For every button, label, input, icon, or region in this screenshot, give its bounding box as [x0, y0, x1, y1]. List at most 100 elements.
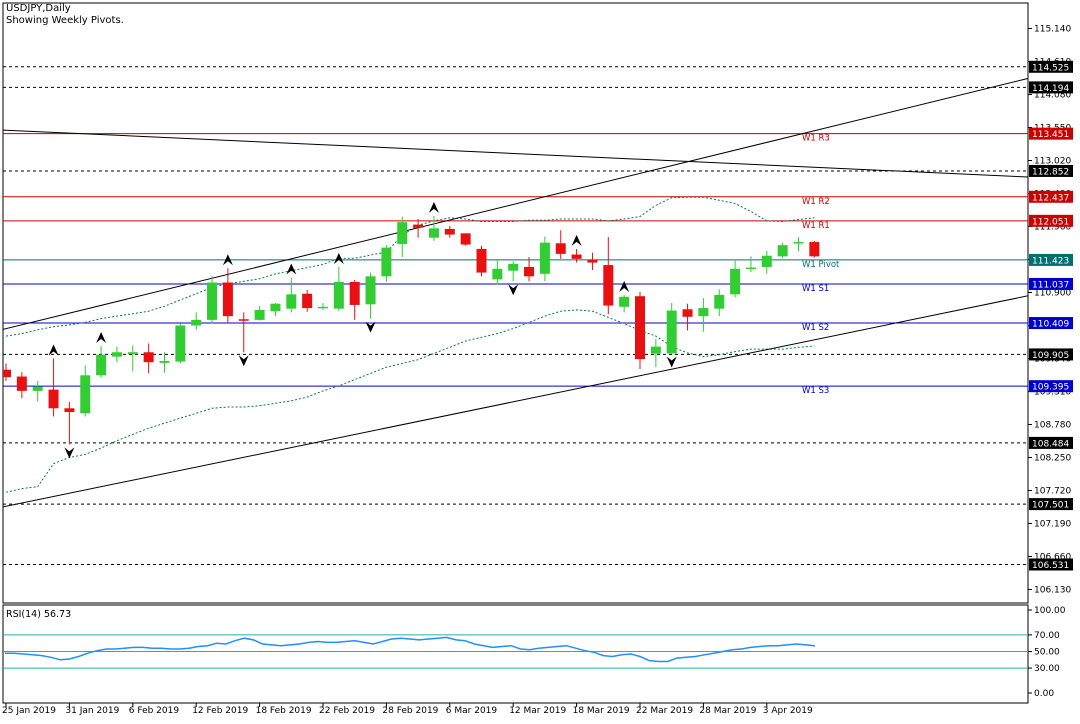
candle-body	[381, 247, 392, 277]
level-price-box	[1029, 317, 1073, 330]
level-price-box	[1029, 498, 1073, 511]
level-price-box	[1029, 253, 1073, 266]
candle-body	[555, 243, 566, 254]
level-price-label: 109.905	[1032, 351, 1069, 361]
candle-body	[143, 352, 154, 363]
level-price-label: 110.409	[1032, 320, 1069, 330]
y-axis-tick-label: 113.020	[1034, 156, 1071, 166]
pivot-level-name: W1 S1	[802, 284, 829, 294]
candle-body	[238, 319, 249, 321]
candle-body	[32, 386, 43, 391]
candle-body	[207, 282, 218, 320]
candle-body	[191, 319, 202, 326]
candle-body	[730, 268, 741, 295]
level-price-box	[1029, 558, 1073, 571]
fractal-up-arrow	[286, 263, 297, 275]
x-axis-tick-label: 6 Feb 2019	[129, 706, 180, 716]
level-price-label: 112.852	[1032, 167, 1069, 177]
trendline	[3, 77, 1028, 330]
rsi-axis-tick-label: 100.00	[1034, 606, 1066, 616]
candle-body	[318, 306, 328, 309]
price-frame	[2, 2, 1029, 604]
level-price-label: 107.501	[1032, 501, 1069, 511]
candle-body	[302, 293, 313, 309]
candle-body	[333, 281, 344, 309]
candle-body	[413, 224, 424, 228]
lower-envelope-line	[5, 309, 815, 493]
candle-body	[476, 248, 487, 273]
rsi-frame	[2, 604, 1029, 704]
candle-body	[428, 228, 439, 238]
level-price-box	[1029, 214, 1073, 227]
candle-body	[682, 309, 693, 317]
pivot-level-name: W1 R1	[802, 221, 830, 231]
candle-body	[619, 296, 630, 307]
x-axis-tick-label: 6 Mar 2019	[446, 706, 498, 716]
candle-body	[111, 352, 122, 357]
chart-subtitle: Showing Weekly Pivots.	[6, 15, 124, 26]
x-axis-tick-label: 28 Mar 2019	[699, 706, 756, 716]
pivot-level-name: W1 S3	[802, 386, 829, 396]
level-price-box	[1029, 60, 1073, 73]
level-price-label: 113.451	[1032, 130, 1069, 140]
y-axis-tick-label: 108.250	[1034, 453, 1071, 463]
fractal-down-arrow	[238, 355, 249, 367]
y-axis-tick-label: 107.720	[1034, 486, 1071, 496]
candle-body	[286, 294, 297, 309]
fractal-up-arrow	[48, 344, 59, 356]
candle-body	[698, 308, 709, 317]
symbol-title: USDJPY,Daily	[6, 3, 71, 14]
candle-body	[460, 233, 471, 245]
candle-body	[3, 369, 11, 378]
fractal-up-arrow	[333, 252, 344, 264]
candle-body	[508, 263, 519, 271]
candle-body	[175, 325, 186, 362]
fractal-down-arrow	[365, 321, 376, 333]
candle-body	[270, 303, 281, 312]
rsi-plot	[3, 634, 1028, 669]
level-price-box	[1029, 436, 1073, 449]
candle-body	[539, 242, 550, 274]
candle-body	[127, 352, 138, 355]
fractal-up-arrow	[428, 201, 439, 213]
y-axis-tick-label: 106.130	[1034, 585, 1071, 595]
fractal-down-arrow	[666, 356, 677, 368]
x-axis-tick-label: 22 Feb 2019	[319, 706, 375, 716]
rsi-axis-tick-label: 50.00	[1034, 648, 1060, 658]
candle-body	[254, 309, 265, 320]
fractal-down-arrow	[508, 284, 519, 296]
candle-body	[524, 266, 535, 277]
candle-body	[96, 354, 107, 376]
x-axis-tick-label: 28 Feb 2019	[382, 706, 438, 716]
x-axis-tick-label: 3 Apr 2019	[763, 706, 813, 716]
price-plot	[3, 66, 1028, 565]
candle-body	[809, 242, 820, 257]
level-price-box	[1029, 277, 1073, 290]
rsi-line	[5, 636, 816, 663]
fractal-up-arrow	[619, 280, 630, 292]
candle-body	[397, 222, 408, 244]
rsi-title: RSI(14) 56.73	[6, 609, 71, 620]
fractal-down-arrow	[64, 447, 75, 459]
fractal-up-arrow	[222, 254, 233, 266]
y-axis-tick-label: 114.080	[1034, 90, 1071, 100]
level-price-label: 109.395	[1032, 383, 1069, 393]
level-price-label: 108.484	[1032, 439, 1069, 449]
level-price-box	[1029, 348, 1073, 361]
candle-body	[222, 282, 233, 317]
trendline	[3, 295, 1028, 508]
level-price-label: 111.037	[1032, 280, 1069, 290]
candle-body	[444, 228, 455, 235]
level-price-box	[1029, 164, 1073, 177]
x-axis-tick-label: 25 Jan 2019	[2, 706, 56, 716]
rsi-axis-tick-label: 30.00	[1034, 664, 1060, 674]
x-axis-tick-label: 31 Jan 2019	[65, 706, 119, 716]
candle-body	[64, 408, 75, 413]
candle-body	[587, 259, 598, 263]
level-price-label: 106.531	[1032, 561, 1069, 571]
pivot-level-name: W1 S2	[802, 323, 829, 333]
fractal-up-arrow	[571, 234, 582, 246]
candle-body	[650, 346, 661, 354]
candle-body	[48, 389, 59, 409]
